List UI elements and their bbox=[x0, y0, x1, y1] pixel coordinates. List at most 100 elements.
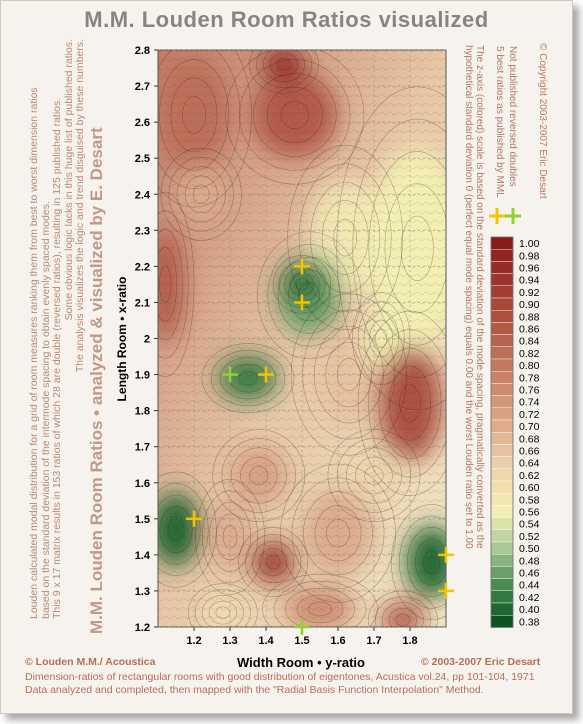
footer-left-credit-text: © Louden M.M./ Acoustica bbox=[25, 656, 156, 668]
x-tick-label-2: 1.4 bbox=[258, 635, 274, 647]
footer-left-credit: © Louden M.M./ Acoustica bbox=[25, 656, 155, 668]
y-tick-label-12: 2.4 bbox=[135, 189, 151, 201]
colorbar-swatch-20 bbox=[490, 480, 514, 494]
y-tick-label-8: 2 bbox=[144, 334, 150, 346]
marker-published-5 bbox=[438, 582, 454, 599]
plot-axes: 1.2 1.3 1.4 1.5 1.6 1.7 1.8 1.2 1.3 1.4 1.5 1.6 1.7 1… bbox=[135, 45, 447, 647]
legend-markers bbox=[489, 208, 521, 224]
y-tick-label-16: 2.8 bbox=[135, 45, 150, 57]
colorbar-swatch-11 bbox=[490, 371, 514, 384]
colorbar-label-24: 0.52 bbox=[519, 531, 540, 543]
x-tick-label-1: 1.3 bbox=[222, 635, 237, 647]
y-tick-label-5: 1.7 bbox=[135, 442, 150, 454]
colorbar-label-9: 0.82 bbox=[519, 348, 540, 360]
footer-line-2: Data analyzed and completed, then mapped… bbox=[25, 684, 484, 696]
colorbar-label-17: 0.66 bbox=[519, 446, 540, 458]
colorbar-label-14: 0.72 bbox=[519, 409, 540, 421]
colorbar-label-8: 0.84 bbox=[519, 336, 540, 348]
heatmap-plot: 1.2 1.3 1.4 1.5 1.6 1.7 1.8 1.2 1.3 1.4 1.5 1.6 1.7 1… bbox=[115, 45, 540, 670]
x-tick-label-0: 1.2 bbox=[186, 635, 201, 647]
colorbar-label-10: 0.80 bbox=[519, 360, 540, 372]
footer-line-1: Dimension-ratios of rectangular rooms wi… bbox=[25, 671, 535, 683]
colorbar: 1.000.980.960.940.920.900.880.860.840.82… bbox=[490, 236, 540, 628]
colorbar-label-28: 0.44 bbox=[519, 580, 540, 592]
footer-right-credit: © 2003-2007 Eric Desart bbox=[421, 656, 540, 668]
colorbar-label-4: 0.92 bbox=[519, 287, 540, 299]
colorbar-swatch-18 bbox=[490, 456, 514, 470]
colorbar-swatch-13 bbox=[490, 395, 514, 409]
marker-published-3 bbox=[186, 510, 202, 527]
marker-published-2 bbox=[258, 366, 274, 383]
colorbar-label-13: 0.74 bbox=[519, 397, 540, 409]
colorbar-swatch-10 bbox=[490, 358, 514, 372]
x-tick-label-4: 1.6 bbox=[330, 635, 345, 647]
colorbar-label-30: 0.40 bbox=[519, 604, 540, 616]
colorbar-label-20: 0.60 bbox=[519, 482, 540, 494]
colorbar-label-0: 1.00 bbox=[519, 238, 540, 250]
colorbar-label-23: 0.54 bbox=[519, 519, 540, 531]
colorbar-label-15: 0.70 bbox=[519, 421, 540, 433]
y-tick-label-10: 2.2 bbox=[135, 261, 150, 273]
colorbar-swatch-4 bbox=[490, 285, 514, 299]
y-tick-label-2: 1.4 bbox=[135, 550, 151, 562]
y-tick-label-11: 2.3 bbox=[135, 225, 150, 237]
heatmap-field bbox=[158, 50, 446, 627]
colorbar-swatch-25 bbox=[490, 541, 514, 555]
colorbar-label-12: 0.76 bbox=[519, 385, 540, 397]
y-tick-label-6: 1.8 bbox=[135, 406, 150, 418]
colorbar-swatch-21 bbox=[490, 493, 514, 506]
colorbar-swatch-26 bbox=[490, 554, 514, 567]
marker-published-4 bbox=[438, 546, 454, 563]
colorbar-swatch-2 bbox=[490, 261, 514, 274]
colorbar-label-5: 0.90 bbox=[519, 299, 540, 311]
y-axis-label: Length Room • x-ratio bbox=[115, 277, 129, 402]
colorbar-label-11: 0.78 bbox=[519, 372, 540, 384]
colorbar-swatch-27 bbox=[490, 566, 514, 579]
colorbar-swatch-31 bbox=[490, 615, 514, 628]
colorbar-swatch-5 bbox=[490, 297, 514, 311]
footer-right-credit-text: © 2003-2007 Eric Desart bbox=[421, 656, 541, 668]
x-tick-label-6: 1.8 bbox=[402, 635, 417, 647]
x-axis-label: Width Room • y-ratio bbox=[237, 655, 365, 670]
colorbar-swatch-30 bbox=[490, 602, 514, 616]
marker-published-0 bbox=[294, 258, 310, 275]
colorbar-label-26: 0.48 bbox=[519, 555, 540, 567]
colorbar-label-7: 0.86 bbox=[519, 324, 540, 336]
colorbar-swatch-8 bbox=[490, 334, 514, 348]
colorbar-swatch-28 bbox=[490, 578, 514, 591]
y-tick-label-1: 1.3 bbox=[135, 586, 150, 598]
chart-title: M.M. Louden Room Ratios visualized bbox=[84, 7, 489, 32]
colorbar-swatch-15 bbox=[490, 419, 514, 433]
y-tick-label-9: 2.1 bbox=[135, 297, 150, 309]
colorbar-label-19: 0.62 bbox=[519, 470, 540, 482]
chart-frame: M.M. Louden Room Ratios visualized Loude… bbox=[0, 0, 573, 714]
colorbar-label-25: 0.50 bbox=[519, 543, 540, 555]
colorbar-swatch-17 bbox=[490, 444, 514, 457]
legend-marker-unpublished bbox=[505, 208, 521, 224]
colorbar-swatch-22 bbox=[490, 505, 514, 518]
y-tick-label-14: 2.6 bbox=[135, 117, 150, 129]
colorbar-swatch-19 bbox=[490, 468, 514, 482]
colorbar-swatch-24 bbox=[490, 529, 514, 543]
y-tick-label-0: 1.2 bbox=[135, 622, 150, 634]
colorbar-label-2: 0.96 bbox=[519, 263, 540, 275]
y-tick-label-3: 1.5 bbox=[135, 514, 150, 526]
colorbar-label-16: 0.68 bbox=[519, 433, 540, 445]
colorbar-label-21: 0.58 bbox=[519, 494, 540, 506]
colorbar-label-31: 0.38 bbox=[519, 616, 540, 628]
colorbar-label-22: 0.56 bbox=[519, 507, 540, 519]
colorbar-swatch-6 bbox=[490, 310, 514, 323]
x-tick-label-3: 1.5 bbox=[294, 635, 309, 647]
colorbar-swatch-14 bbox=[490, 407, 514, 421]
colorbar-swatch-23 bbox=[490, 517, 514, 530]
y-tick-label-4: 1.6 bbox=[135, 478, 150, 490]
marker-published-1 bbox=[294, 294, 310, 311]
colorbar-label-3: 0.94 bbox=[519, 275, 540, 287]
x-tick-label-5: 1.7 bbox=[366, 635, 381, 647]
colorbar-swatch-9 bbox=[490, 346, 514, 360]
colorbar-swatch-12 bbox=[490, 383, 514, 396]
y-tick-label-15: 2.7 bbox=[135, 81, 150, 93]
colorbar-swatch-0 bbox=[490, 236, 514, 250]
ratio-markers bbox=[186, 258, 454, 635]
marker-unpublished-1 bbox=[294, 619, 310, 635]
